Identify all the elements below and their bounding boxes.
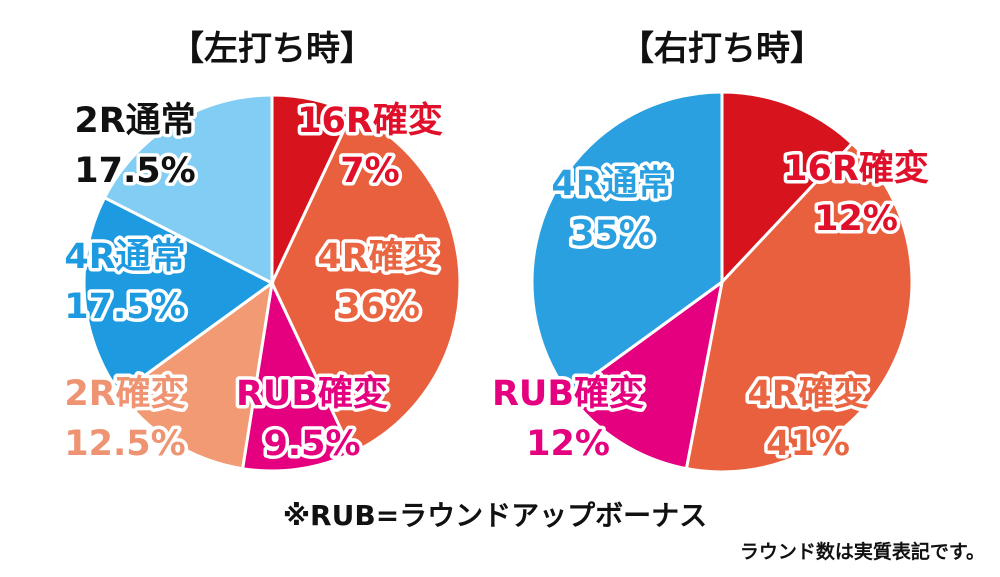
pie-0-slice-2-label: RUB確変	[236, 373, 388, 414]
pie-1-slice-3-value: 35%	[570, 214, 654, 254]
pie-0-slice-5-value: 17.5%	[74, 151, 195, 191]
pie-1-slice-3	[530, 90, 724, 396]
footnote: ※RUB=ラウンドアップボーナス	[283, 499, 707, 532]
pie-0-slice-5-label: 2R通常	[74, 101, 195, 141]
pie-0-slice-5	[102, 93, 274, 286]
slice-labels: 16R確変 7% 4R確変 36% RUB確変 9.5% 2R確変 12.5% 4R通常 17.5…	[61, 97, 933, 468]
pie-1-slice-0-label: 16R確変	[783, 148, 929, 189]
pie-1-slice-2	[566, 278, 725, 471]
pie-1-slice-2-value: 12%	[526, 424, 610, 464]
pie-0-slice-4-label: 4R通常	[64, 237, 185, 277]
pie-1-slice-0-value: 12%	[814, 199, 898, 239]
pie-0-slice-1-value: 36%	[336, 287, 420, 327]
pie-1-slice-1	[684, 141, 914, 474]
pie-0-slice-4-value: 17.5%	[64, 287, 185, 327]
pie-0-slice-2	[240, 277, 355, 473]
pie-0-slice-1-label: 4R確変	[317, 236, 438, 277]
subnote: ラウンド数は実質表記です。	[740, 540, 985, 563]
pie-1-slice-1-value: 41%	[766, 424, 850, 464]
pie-1-slice-3-label: 4R通常	[551, 164, 672, 204]
pie-0-slice-0-value: 7%	[340, 151, 399, 191]
left-pie-title: 【左打ち時】	[170, 29, 374, 69]
pie-0-slice-1	[270, 110, 462, 456]
pie-0-slice-0-label: 16R確変	[297, 100, 443, 141]
pie-1-slice-1-label: 4R確変	[747, 373, 868, 414]
right-pie	[530, 90, 914, 474]
pie-1-slice-0	[720, 90, 855, 286]
pie-0-slice-4	[82, 195, 275, 396]
pie-0-slice-3-label: 2R確変	[64, 373, 185, 414]
right-pie-title: 【右打ち時】	[620, 29, 824, 69]
pie-0-slice-2-value: 9.5%	[263, 424, 360, 464]
pie-0-slice-3-value: 12.5%	[64, 424, 185, 464]
left-pie	[82, 93, 462, 473]
pie-0-slice-3	[117, 279, 275, 471]
pie-1-slice-2-label: RUB確変	[492, 373, 644, 414]
